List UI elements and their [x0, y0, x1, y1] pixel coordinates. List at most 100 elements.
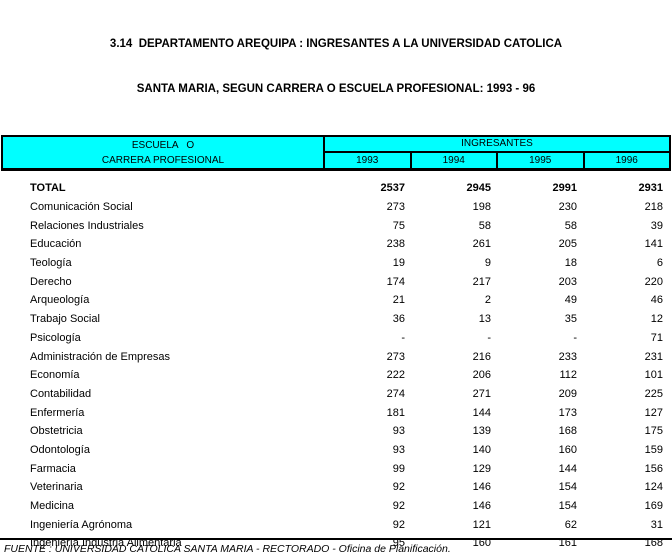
cell-1996: 2931	[638, 182, 663, 195]
cell-1995: 112	[559, 369, 577, 382]
cell-1995: 173	[558, 406, 577, 419]
table-row: Arqueología 21 2 49 46	[0, 291, 672, 310]
cell-1995: 154	[558, 500, 577, 513]
cell-1995: 35	[564, 313, 577, 326]
cell-1995: 62	[564, 518, 577, 531]
row-label: Relaciones Industriales	[30, 219, 144, 232]
cell-1995: 233	[558, 350, 577, 363]
cell-1993: 75	[392, 219, 405, 232]
title-line-2: SANTA MARIA, SEGUN CARRERA O ESCUELA PRO…	[136, 83, 536, 95]
cell-1996: 175	[644, 425, 663, 438]
table-row: Ingeniería Industria Alimentaria 95 160 161…	[0, 534, 672, 553]
cell-1996: 46	[650, 294, 663, 307]
cell-1994: 217	[472, 275, 491, 288]
cell-1994: 2	[484, 294, 491, 307]
cell-1994: 144	[472, 406, 491, 419]
cell-1996: 124	[644, 481, 663, 494]
cell-1996: 169	[644, 500, 663, 513]
cell-1996: 101	[644, 369, 663, 382]
cell-1996: 39	[650, 219, 663, 232]
column-group-ingresantes: INGRESANTES 1993 1994 1995 1996	[325, 137, 669, 168]
cell-1994: 146	[472, 500, 491, 513]
year-header-1994: 1994	[412, 153, 498, 168]
cell-1993: 93	[392, 443, 405, 456]
table-row: Ingeniería Agrónoma 92 121 62 31	[0, 515, 672, 534]
cell-1993: -	[401, 331, 405, 344]
table-body: TOTAL 2537 2945 2991 2931 Comunicación Social…	[0, 179, 672, 557]
row-label: Obstetricia	[30, 425, 83, 438]
cell-1995: 144	[558, 462, 577, 475]
cell-1996: 168	[644, 537, 663, 550]
cell-1994: 139	[472, 425, 491, 438]
cell-1995: 203	[558, 275, 577, 288]
cell-1993: 273	[386, 350, 405, 363]
table-row: Veterinaria 92 146 154 124	[0, 478, 672, 497]
source-note: FUENTE : UNIVERSIDAD CATOLICA SANTA MARI…	[4, 543, 451, 555]
cell-1993: 36	[392, 313, 405, 326]
row-label: Farmacia	[30, 462, 76, 475]
table-row: Educación 238 261 205 141	[0, 235, 672, 254]
cell-1994: 13	[478, 313, 491, 326]
cell-1996: 225	[644, 387, 663, 400]
row-label: Teología	[30, 257, 72, 270]
year-header-1995: 1995	[498, 153, 585, 168]
cell-1993: 92	[392, 518, 405, 531]
cell-1994: 9	[484, 257, 491, 270]
cell-1993: 95	[392, 537, 405, 550]
title-line-1: 3.14 DEPARTAMENTO AREQUIPA : INGRESANTES…	[109, 38, 563, 50]
table-row: Relaciones Industriales 75 58 58 39	[0, 216, 672, 235]
table-row: Trabajo Social 36 13 35 12	[0, 310, 672, 329]
cell-1995: 205	[558, 238, 577, 251]
cell-1995: 161	[558, 537, 577, 550]
cell-1993: 222	[386, 369, 405, 382]
cell-1996: 127	[644, 406, 663, 419]
year-header-row: 1993 1994 1995 1996	[325, 153, 669, 168]
row-label: Derecho	[30, 275, 72, 288]
row-label: Veterinaria	[30, 481, 83, 494]
cell-1995: 230	[558, 201, 577, 214]
year-header-1993: 1993	[325, 153, 412, 168]
table-row: Economía 222 206 112 101	[0, 366, 672, 385]
header-escuela-label: ESCUELA O	[131, 140, 195, 151]
cell-1994: 261	[472, 238, 491, 251]
page-title: 3.14 DEPARTAMENTO AREQUIPA : INGRESANTES…	[0, 0, 672, 127]
cell-1994: 58	[478, 219, 491, 232]
cell-1993: 174	[386, 275, 405, 288]
table-row: Obstetricia 93 139 168 175	[0, 422, 672, 441]
cell-1993: 93	[392, 425, 405, 438]
cell-1995: 209	[558, 387, 577, 400]
cell-1994: -	[487, 331, 491, 344]
row-label: Arqueología	[30, 294, 90, 307]
row-label: Educación	[30, 238, 82, 251]
cell-1993: 92	[392, 481, 405, 494]
cell-1996: 12	[650, 313, 663, 326]
footer-divider	[0, 538, 672, 540]
cell-1996: 31	[650, 518, 663, 531]
table-row: Administración de Empresas 273 216 233 231	[0, 347, 672, 366]
cell-1996: 218	[644, 201, 663, 214]
table-header: ESCUELA O CARRERA PROFESIONAL INGRESANTE…	[1, 135, 671, 171]
cell-1996: 71	[650, 331, 663, 344]
table-row: Contabilidad 274 271 209 225	[0, 385, 672, 404]
cell-1995: 2991	[552, 182, 577, 195]
cell-1995: -	[573, 331, 577, 344]
cell-1993: 2537	[380, 182, 405, 195]
cell-1995: 58	[564, 219, 577, 232]
year-header-1996: 1996	[615, 155, 638, 166]
cell-1995: 154	[558, 481, 577, 494]
cell-1994: 206	[472, 369, 491, 382]
row-label: Contabilidad	[30, 387, 92, 400]
cell-1996: 220	[644, 275, 663, 288]
table-row: Comunicación Social 273 198 230 218	[0, 198, 672, 217]
cell-1995: 160	[558, 443, 577, 456]
table-row: Psicología - - - 71	[0, 329, 672, 348]
table-row: Medicina 92 146 154 169	[0, 497, 672, 516]
cell-1993: 99	[392, 462, 405, 475]
table-row: Teología 19 9 18 6	[0, 254, 672, 273]
table-row: TOTAL 2537 2945 2991 2931	[0, 179, 672, 198]
cell-1993: 273	[386, 201, 405, 214]
row-label: Comunicación Social	[30, 201, 133, 214]
table-row: Enfermería 181 144 173 127	[0, 403, 672, 422]
table-row: Odontología 93 140 160 159	[0, 441, 672, 460]
